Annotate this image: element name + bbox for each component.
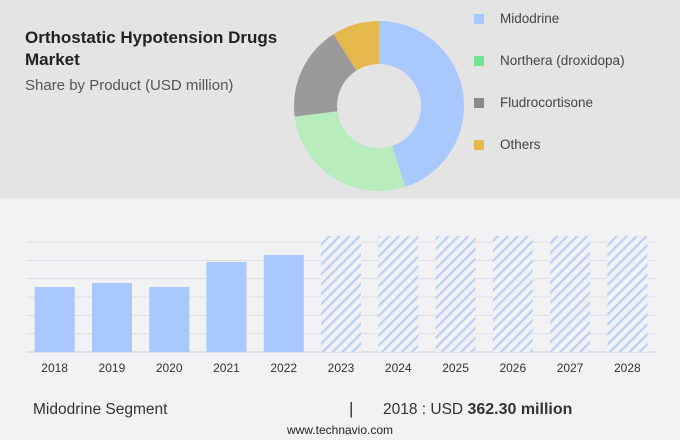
bar [34, 287, 75, 352]
x-tick-label: 2021 [213, 361, 240, 375]
donut-chart [294, 21, 465, 192]
segment-value: 2018 : USD 362.30 million [383, 401, 572, 419]
source-url: www.technavio.com [286, 423, 394, 437]
x-tick-label: 2022 [270, 361, 297, 375]
donut-slice [333, 21, 379, 71]
year-label: 2018 : USD [383, 401, 468, 418]
x-tick-label: 2028 [614, 361, 641, 375]
value-amount: 362.30 million [467, 401, 573, 418]
x-tick-label: 2023 [328, 361, 355, 375]
chart-subtitle: Share by Product (USD million) [25, 77, 234, 94]
chart-title: Orthostatic Hypotension Drugs Market [25, 28, 278, 69]
legend-swatch [474, 97, 484, 108]
x-tick-label: 2018 [41, 361, 68, 375]
legend-label: Northera (droxidopa) [500, 53, 625, 68]
legend-swatch [474, 139, 484, 150]
legend-swatch [474, 13, 484, 24]
bar [91, 282, 132, 352]
x-tick-label: 2027 [557, 361, 584, 375]
donut-slice [379, 21, 465, 187]
bar-chart: 2018 2019 2020 2021 2022 2023 2024 2025 2026 2027… [26, 236, 656, 375]
donut-slice [294, 34, 357, 117]
bar [263, 254, 304, 352]
legend-item: Northera (droxidopa) [474, 53, 625, 68]
legend-label: Fludrocortisone [500, 95, 594, 110]
legend-item: Midodrine [474, 11, 559, 26]
bar [149, 287, 190, 352]
x-tick-label: 2025 [442, 361, 469, 375]
x-tick-label: 2019 [99, 361, 126, 375]
legend-label: Midodrine [500, 11, 560, 26]
forecast-bar [321, 236, 361, 352]
bar [206, 261, 247, 352]
segment-label: Midodrine Segment [33, 401, 168, 418]
forecast-bar [378, 236, 419, 352]
x-tick-label: 2020 [156, 361, 183, 375]
legend-swatch [474, 55, 484, 66]
legend-item: Others [474, 137, 541, 152]
forecast-bar [550, 236, 591, 352]
separator: | [349, 399, 354, 418]
x-tick-label: 2026 [499, 361, 526, 375]
forecast-bar [435, 236, 476, 352]
legend-label: Others [500, 137, 541, 152]
forecast-bar [492, 236, 533, 352]
donut-slice [294, 111, 406, 192]
x-tick-label: 2024 [385, 361, 412, 375]
forecast-bar [607, 236, 648, 352]
legend-item: Fludrocortisone [474, 95, 593, 110]
